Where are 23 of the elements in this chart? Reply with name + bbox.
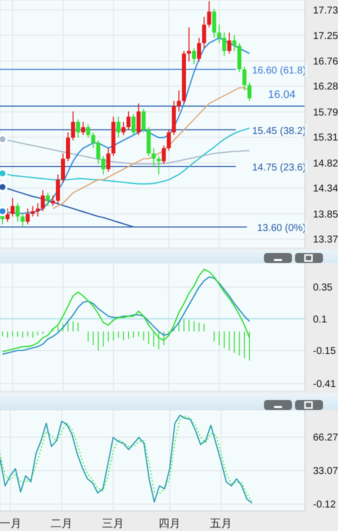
y-tick-label: 13.85 <box>313 209 338 220</box>
y-tick-label: 17.25 <box>313 30 338 42</box>
y-tick-label: 14.82 <box>313 158 338 170</box>
y-tick-label: 0.1 <box>313 314 328 326</box>
y-tick-label: 15.79 <box>313 107 338 118</box>
y-tick-label: 0.35 <box>313 282 333 294</box>
y-tick-label: 16.28 <box>313 82 338 93</box>
y-tick-label: -0.15 <box>313 346 336 357</box>
x-tick-label: 四月 <box>158 518 181 530</box>
y-tick-label: -0.41 <box>313 378 336 390</box>
x-tick-label: 五月 <box>210 518 232 530</box>
x-tick-label: 二月 <box>50 518 73 530</box>
y-tick-label: 33.07 <box>313 466 338 478</box>
y-tick-label: 15.31 <box>313 132 338 144</box>
y-tick-label: -0.12 <box>313 500 336 511</box>
x-tick-label: 三月 <box>102 518 124 530</box>
y-tick-label: 17.73 <box>313 6 338 17</box>
text: 16.04 <box>268 89 296 102</box>
y-tick-label: 13.37 <box>313 234 338 246</box>
x-tick-label: 一月 <box>0 518 22 530</box>
y-tick-label: 14.34 <box>313 184 338 195</box>
y-tick-label: 16.76 <box>313 56 338 68</box>
y-tick-label: 66.27 <box>313 432 338 444</box>
